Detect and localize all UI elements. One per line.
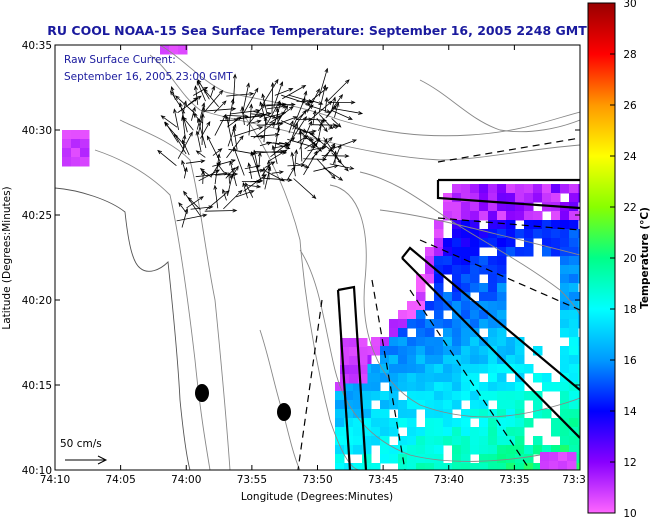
scale-label: 50 cm/s xyxy=(60,438,102,450)
annotation-line-2: September 16, 2005 23:00 GMT xyxy=(64,71,233,83)
y-axis: 40:10 40:15 40:20 40:25 40:30 40:35 xyxy=(22,40,580,477)
solid-boundary xyxy=(401,246,580,391)
annotation-line-1: Raw Surface Current: xyxy=(64,54,176,66)
colorbar-ticks: 10 12 14 16 18 20 22 24 26 28 30 xyxy=(610,0,637,518)
current-vectors xyxy=(157,67,364,228)
x-tick-label: 73:50 xyxy=(302,474,332,486)
x-tick-label: 73:35 xyxy=(499,474,529,486)
colorbar-tick-label: 16 xyxy=(623,355,637,367)
colorbar-tick-label: 18 xyxy=(623,304,636,316)
x-tick-label: 73:55 xyxy=(237,474,267,486)
colorbar-tick-label: 22 xyxy=(623,202,636,214)
dashed-boundary xyxy=(297,299,323,470)
solid-boundary xyxy=(336,289,352,470)
depth-contour xyxy=(159,45,580,137)
y-axis-label: Latitude (Degrees:Minutes) xyxy=(1,186,13,329)
bathymetry-contours xyxy=(55,45,580,470)
depth-contour xyxy=(149,54,580,161)
x-axis-label: Longitude (Degrees:Minutes) xyxy=(241,491,393,503)
y-tick-label: 40:15 xyxy=(22,380,52,392)
x-axis: 74:10 74:05 74:00 73:55 73:50 73:45 73:40 73:35… xyxy=(40,45,586,486)
colorbar-tick-label: 14 xyxy=(623,406,637,418)
colorbar-tick-label: 30 xyxy=(623,0,636,10)
colorbar-tick-label: 28 xyxy=(623,49,636,61)
colorbar-tick-label: 20 xyxy=(623,253,636,265)
colorbar-tick-label: 12 xyxy=(623,457,636,469)
solid-boundary xyxy=(401,257,580,439)
y-tick-label: 40:10 xyxy=(22,465,52,477)
depth-contour xyxy=(419,79,580,133)
colorbar-tick-label: 24 xyxy=(623,151,637,163)
sst-raster xyxy=(62,45,580,470)
depth-contour xyxy=(94,149,211,470)
depth-contour xyxy=(359,171,580,316)
solid-boundary xyxy=(436,180,580,210)
dashed-boundary xyxy=(437,137,580,163)
colorbar-tick-label: 10 xyxy=(623,508,636,518)
solid-boundary xyxy=(337,285,368,470)
dashed-boundary xyxy=(419,239,580,311)
station-marker xyxy=(277,403,291,421)
depth-contour xyxy=(329,184,580,418)
y-tick-label: 40:25 xyxy=(22,210,52,222)
chart-title: RU COOL NOAA-15 Sea Surface Temperature:… xyxy=(47,23,587,38)
depth-contour xyxy=(119,119,231,470)
depth-contour xyxy=(239,109,361,470)
boundary-lines xyxy=(297,137,580,470)
x-tick-label: 73:40 xyxy=(434,474,464,486)
x-tick-label: 73:45 xyxy=(368,474,398,486)
x-tick-label: 74:00 xyxy=(171,474,201,486)
colorbar-tick-label: 26 xyxy=(623,100,637,112)
dashed-boundary xyxy=(409,289,531,470)
coastline xyxy=(55,187,191,470)
scale-arrow xyxy=(65,455,108,465)
x-tick-label: 73:3 xyxy=(562,474,586,486)
station-marker xyxy=(195,384,209,402)
x-tick-label: 74:05 xyxy=(105,474,135,486)
y-tick-label: 40:20 xyxy=(22,295,52,307)
y-tick-label: 40:30 xyxy=(22,125,52,137)
y-tick-label: 40:35 xyxy=(22,40,52,52)
depth-contour xyxy=(379,209,580,256)
colorbar-label: Temperature (°C) xyxy=(639,207,651,309)
x-tick-label: 74:10 xyxy=(40,474,70,486)
dashed-boundary xyxy=(371,279,406,470)
